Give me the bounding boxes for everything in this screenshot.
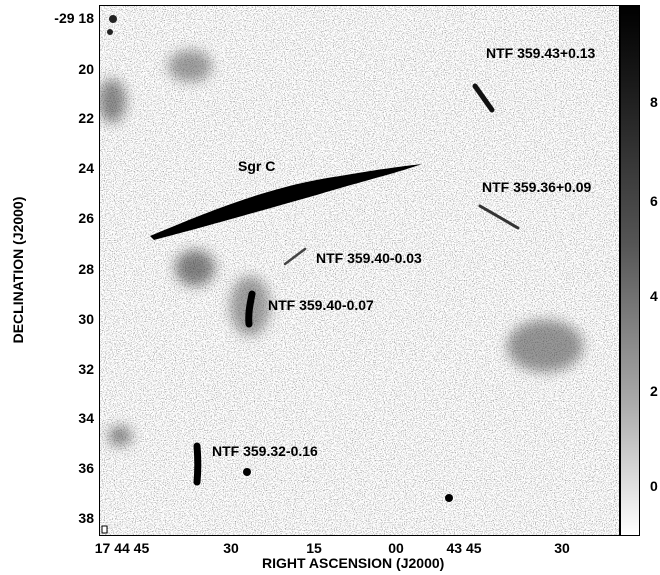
y-tick-label: -29 18 (54, 10, 94, 26)
point-source (445, 494, 453, 502)
y-tick-label: 30 (78, 311, 94, 327)
point-source (243, 468, 251, 476)
beam-marker (101, 525, 108, 534)
ntf-359-40-007-feature (245, 290, 256, 328)
source-label-ntf-359-43: NTF 359.43+0.13 (486, 45, 596, 61)
source-label-sgr-c: Sgr C (238, 158, 276, 174)
point-source (107, 29, 113, 35)
x-tick-label: 17 44 45 (94, 540, 150, 556)
ntf-359-36-feature (478, 204, 520, 230)
x-axis-title: RIGHT ASCENSION (J2000) (262, 555, 445, 571)
colorbar-tick: 4 (650, 288, 658, 304)
colorbar-tick: 0 (650, 478, 658, 494)
colorbar-tick: 2 (650, 383, 658, 399)
source-label-ntf-359-32: NTF 359.32-0.16 (212, 443, 318, 459)
x-tick-label: 30 (554, 540, 570, 556)
source-label-ntf-359-40-007: NTF 359.40-0.07 (268, 297, 374, 313)
y-tick-label: 28 (78, 261, 94, 277)
ntf-359-40-003-feature (283, 247, 307, 266)
colorbar (620, 5, 640, 536)
x-tick-label: 43 45 (446, 540, 482, 556)
y-tick-label: 24 (78, 160, 94, 176)
source-label-ntf-359-40-003: NTF 359.40-0.03 (316, 250, 422, 266)
y-tick-label: 32 (78, 361, 94, 377)
ntf-359-43-feature (472, 83, 495, 113)
colorbar-tick: 8 (650, 94, 658, 110)
x-tick-label: 00 (388, 540, 404, 556)
colorbar-tick: 6 (650, 193, 658, 209)
y-tick-label: 34 (78, 410, 94, 426)
y-axis-title: DECLINATION (J2000) (10, 196, 26, 344)
y-tick-label: 36 (78, 460, 94, 476)
y-tick-label: 20 (78, 61, 94, 77)
source-label-ntf-359-36: NTF 359.36+0.09 (482, 179, 592, 195)
radio-image-frame (99, 5, 620, 536)
y-tick-label: 22 (78, 110, 94, 126)
point-source (109, 15, 117, 23)
x-tick-label: 30 (223, 540, 239, 556)
y-tick-label: 26 (78, 210, 94, 226)
ntf-359-32-feature (193, 442, 202, 486)
radio-image (100, 6, 619, 535)
y-tick-label: 38 (78, 510, 94, 526)
sgr-c-filament (150, 164, 422, 240)
x-tick-label: 15 (306, 540, 322, 556)
